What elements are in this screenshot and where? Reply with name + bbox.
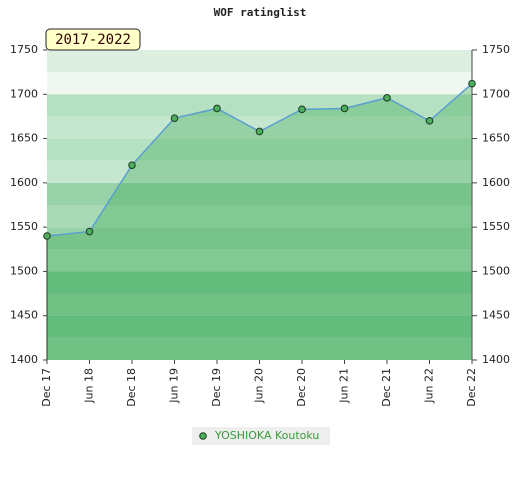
band <box>47 271 472 294</box>
x-tick-label: Dec 22 <box>465 368 478 407</box>
band <box>47 50 472 73</box>
band <box>47 293 472 316</box>
y-tick-label: 1750 <box>10 43 38 56</box>
y2-tick-label: 1600 <box>482 176 510 189</box>
band <box>47 94 472 117</box>
marker <box>425 117 434 125</box>
band <box>47 337 472 360</box>
y-tick-label: 1700 <box>10 87 38 100</box>
band <box>47 315 472 338</box>
band <box>47 160 472 183</box>
x-tick-label: Jun 18 <box>83 368 96 404</box>
marker <box>340 104 349 113</box>
annotation: 2017-2022 <box>55 32 131 48</box>
band <box>47 249 472 272</box>
y-tick-label: 1500 <box>10 264 38 277</box>
y2-tick-label: 1700 <box>482 87 510 100</box>
band <box>47 205 472 228</box>
band <box>47 227 472 250</box>
y-tick-label: 1550 <box>10 220 38 233</box>
band <box>47 182 472 205</box>
y-tick-label: 1450 <box>10 309 38 322</box>
y-tick-label: 1650 <box>10 132 38 145</box>
legend-label: YOSHIOKA Koutoku <box>214 429 319 442</box>
legend-box <box>192 427 330 445</box>
x-tick-label: Dec 21 <box>380 368 393 407</box>
y-tick-label: 1600 <box>10 176 38 189</box>
marker <box>85 227 94 236</box>
band <box>47 72 472 95</box>
marker <box>468 79 476 88</box>
y2-tick-label: 1450 <box>482 309 510 322</box>
x-tick-label: Dec 18 <box>125 368 138 407</box>
y2-tick-label: 1650 <box>482 132 510 145</box>
x-tick-label: Dec 17 <box>40 368 53 407</box>
x-tick-label: Dec 20 <box>295 368 308 407</box>
legend-marker <box>199 432 207 440</box>
marker <box>43 232 51 240</box>
x-tick-label: Jun 19 <box>168 368 181 404</box>
y2-tick-label: 1750 <box>482 43 510 56</box>
x-tick-label: Jun 22 <box>423 368 436 404</box>
y-tick-label: 1400 <box>10 353 38 366</box>
marker <box>255 127 264 136</box>
x-tick-label: Jun 20 <box>253 368 266 404</box>
band <box>47 116 472 139</box>
marker <box>298 105 306 114</box>
marker <box>383 94 391 102</box>
x-tick-label: Dec 19 <box>210 368 223 407</box>
y2-tick-label: 1500 <box>482 264 510 277</box>
y2-tick-label: 1400 <box>482 353 510 366</box>
marker <box>128 161 136 169</box>
x-tick-label: Jun 21 <box>338 368 351 404</box>
band <box>47 138 472 161</box>
area <box>47 83 472 361</box>
marker <box>213 104 221 113</box>
y2-tick-label: 1550 <box>482 220 510 233</box>
annotation-box <box>45 28 141 51</box>
chart-title: WOF ratinglist <box>214 6 307 19</box>
marker <box>170 114 179 122</box>
